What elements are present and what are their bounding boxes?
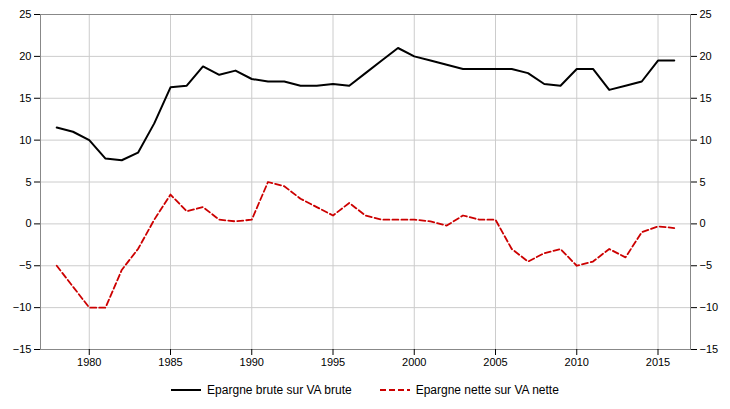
svg-text:1990: 1990 <box>240 356 264 368</box>
svg-text:−15: −15 <box>13 343 32 355</box>
html-text:Epargne nette sur VA nette: Epargne nette sur VA nette <box>415 383 559 397</box>
svg-text:15: 15 <box>700 92 712 104</box>
svg-text:1980: 1980 <box>77 356 101 368</box>
svg-text:20: 20 <box>19 50 31 62</box>
svg-text:−5: −5 <box>19 259 32 271</box>
svg-text:5: 5 <box>700 176 706 188</box>
svg-text:0: 0 <box>700 217 706 229</box>
svg-text:0: 0 <box>25 217 31 229</box>
svg-text:2015: 2015 <box>646 356 670 368</box>
svg-text:−15: −15 <box>700 343 719 355</box>
svg-text:2010: 2010 <box>565 356 589 368</box>
svg-text:−10: −10 <box>700 301 719 313</box>
svg-text:15: 15 <box>19 92 31 104</box>
svg-text:10: 10 <box>19 134 31 146</box>
svg-text:1995: 1995 <box>321 356 345 368</box>
svg-text:2005: 2005 <box>483 356 507 368</box>
svg-text:10: 10 <box>700 134 712 146</box>
svg-text:−10: −10 <box>13 301 32 313</box>
html-text:Epargne brute sur VA brute: Epargne brute sur VA brute <box>207 383 352 397</box>
svg-text:5: 5 <box>25 176 31 188</box>
svg-text:20: 20 <box>700 50 712 62</box>
svg-text:25: 25 <box>700 8 712 20</box>
svg-text:−5: −5 <box>700 259 713 271</box>
svg-text:1985: 1985 <box>158 356 182 368</box>
svg-text:25: 25 <box>19 8 31 20</box>
svg-text:2000: 2000 <box>402 356 426 368</box>
